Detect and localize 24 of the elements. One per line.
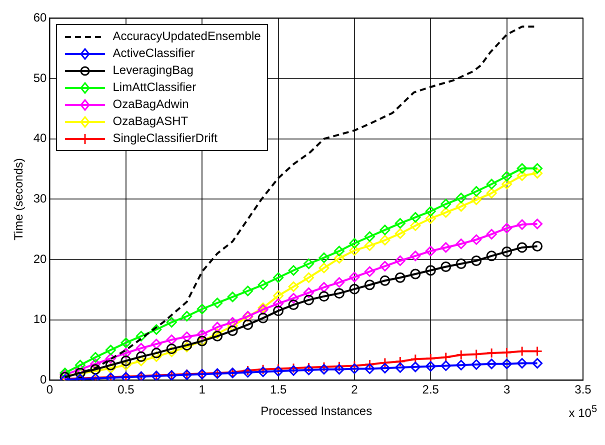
y-tick-label: 0 bbox=[40, 372, 48, 387]
y-axis-title: Time (seconds) bbox=[12, 158, 26, 240]
y-tick-label: 60 bbox=[33, 10, 48, 25]
x-tick-label: 2 bbox=[351, 382, 358, 397]
y-tick-label: 30 bbox=[33, 192, 48, 206]
legend-label: OzaBagAdwin bbox=[112, 96, 189, 114]
x-tick-label: 0.5 bbox=[118, 382, 135, 397]
x-tick-label: 3.5 bbox=[574, 382, 592, 397]
legend-label: AccuracyUpdatedEnsemble bbox=[112, 28, 261, 46]
x-axis-title: Processed Instances bbox=[260, 404, 372, 418]
legend-label: SingleClassifierDrift bbox=[112, 130, 218, 148]
legend-label: LeveragingBag bbox=[112, 62, 194, 80]
legend-label: OzaBagASHT bbox=[112, 113, 188, 130]
x-tick-label: 2.5 bbox=[422, 382, 440, 397]
legend-label: LimAttClassifier bbox=[112, 79, 196, 96]
y-tick-label: 40 bbox=[33, 131, 48, 146]
x-tick-label: 1 bbox=[198, 382, 206, 397]
legend-label: ActiveClassifier bbox=[112, 45, 195, 62]
y-tick-label: 10 bbox=[33, 312, 48, 326]
x-tick-label: 1.5 bbox=[270, 382, 287, 397]
y-tick-label: 20 bbox=[33, 252, 48, 266]
x-tick-label: 3 bbox=[503, 382, 510, 397]
y-tick-label: 50 bbox=[33, 70, 48, 85]
text: x 10$^{5}$ bbox=[568, 404, 597, 420]
